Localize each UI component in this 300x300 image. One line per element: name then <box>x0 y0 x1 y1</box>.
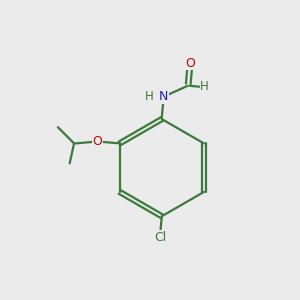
Text: O: O <box>93 135 103 148</box>
Text: Cl: Cl <box>154 231 167 244</box>
Text: H: H <box>145 90 154 103</box>
Text: O: O <box>185 57 195 70</box>
Text: N: N <box>159 91 168 103</box>
Text: H: H <box>200 80 209 93</box>
